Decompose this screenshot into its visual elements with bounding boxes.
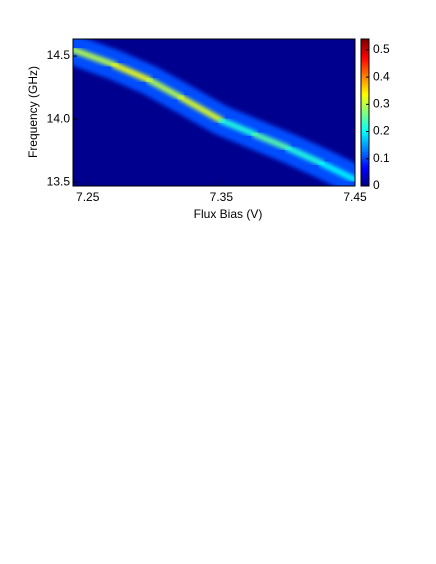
- colorbar-cell: [361, 73, 369, 77]
- colorbar-cell: [361, 174, 369, 178]
- colorbar-cell: [361, 64, 369, 68]
- colorbar-cell: [361, 183, 369, 187]
- colorbar-cell: [361, 103, 369, 107]
- colorbar-cell: [361, 160, 369, 164]
- colorbar-frame: [360, 38, 370, 187]
- colorbar-cell: [361, 110, 369, 113]
- y-tick-label: 14.5: [47, 48, 71, 62]
- colorbar-cell: [361, 55, 369, 58]
- colorbar-tick-label: 0.2: [373, 124, 390, 138]
- colorbar-cell: [361, 87, 369, 91]
- band-ridge: [251, 131, 292, 152]
- colorbar-cell: [361, 133, 369, 136]
- y-axis-label: Frequency (GHz): [26, 66, 40, 158]
- band-ridge: [285, 145, 325, 167]
- colorbar-cell: [361, 126, 369, 130]
- colorbar-cell: [361, 45, 369, 49]
- colorbar-cell: [361, 146, 369, 150]
- colorbar-cell: [361, 41, 369, 45]
- colorbar-cell: [361, 39, 369, 42]
- colorbar-cell: [361, 82, 369, 86]
- colorbar-cell: [361, 156, 369, 159]
- colorbar-cell: [361, 84, 369, 88]
- band-ridge: [146, 77, 185, 101]
- colorbar-cell: [361, 98, 369, 102]
- colorbar-cell: [361, 50, 369, 54]
- colorbar-cell: [361, 140, 369, 143]
- colorbar-cell: [361, 52, 369, 56]
- colorbar-tick-label: 0.4: [373, 69, 390, 83]
- colorbar-cell: [361, 172, 369, 176]
- colorbar-cell: [361, 48, 369, 51]
- y-tick-label: 13.5: [47, 174, 71, 188]
- x-axis-label: Flux Bias (V): [194, 207, 263, 221]
- colorbar-cell: [361, 169, 369, 173]
- colorbar-cell: [361, 107, 369, 111]
- colorbar-cell: [361, 121, 369, 125]
- colorbar-cell: [361, 114, 369, 118]
- y-tick-label: 14.0: [47, 111, 71, 125]
- colorbar-cell: [361, 176, 369, 180]
- colorbar-cell: [361, 149, 369, 153]
- colorbar-cell: [361, 105, 369, 109]
- colorbar-cell: [361, 130, 369, 134]
- colorbar-cell: [361, 181, 369, 185]
- x-tick-label: 7.25: [76, 190, 100, 204]
- colorbar-cell: [361, 68, 369, 72]
- colorbar-cell: [361, 78, 369, 81]
- colorbar-cell: [361, 135, 369, 139]
- band-ridge: [318, 160, 355, 183]
- colorbar-cell: [361, 117, 369, 120]
- x-tick-label: 7.45: [343, 190, 367, 204]
- colorbar-cell: [361, 75, 369, 79]
- heatmap-band: [73, 39, 355, 186]
- x-tick-label: 7.35: [210, 190, 234, 204]
- band-ridge: [111, 61, 153, 84]
- plot-frame: [72, 38, 356, 187]
- colorbar-cell: [361, 158, 369, 162]
- colorbar-cell: [361, 61, 369, 65]
- colorbar-cell: [361, 91, 369, 95]
- colorbar-cell: [361, 57, 369, 61]
- colorbar-cell: [361, 59, 369, 63]
- colorbar-cell: [361, 96, 369, 100]
- colorbar-cell: [361, 89, 369, 93]
- colorbar-cell: [361, 179, 369, 182]
- colorbar-cell: [361, 101, 369, 104]
- band-ridge: [218, 117, 258, 138]
- colorbar-cell: [361, 71, 369, 74]
- colorbar-cell: [361, 165, 369, 169]
- colorbar-cell: [361, 119, 369, 123]
- colorbar-cell: [361, 123, 369, 127]
- colorbar-cell: [361, 142, 369, 146]
- colorbar-cell: [361, 66, 369, 70]
- colorbar-cell: [361, 80, 369, 84]
- colorbar-cell: [361, 163, 369, 166]
- colorbar-cell: [361, 128, 369, 132]
- colorbar-tick-label: 0.1: [373, 151, 390, 165]
- colorbar-cell: [361, 112, 369, 116]
- colorbar-cell: [361, 167, 369, 171]
- colorbar-cell: [361, 137, 369, 141]
- colorbar-cell: [361, 153, 369, 157]
- colorbar-tick-label: 0: [373, 178, 380, 192]
- band-ridge: [178, 94, 225, 124]
- colorbar-cell: [361, 94, 369, 97]
- colorbar-cell: [361, 144, 369, 148]
- colorbar-cell: [361, 151, 369, 155]
- colorbar-tick-label: 0.3: [373, 97, 390, 111]
- colorbar-tick-label: 0.5: [373, 42, 390, 56]
- colorbar-cell: [361, 43, 369, 47]
- band-ridge: [73, 46, 118, 68]
